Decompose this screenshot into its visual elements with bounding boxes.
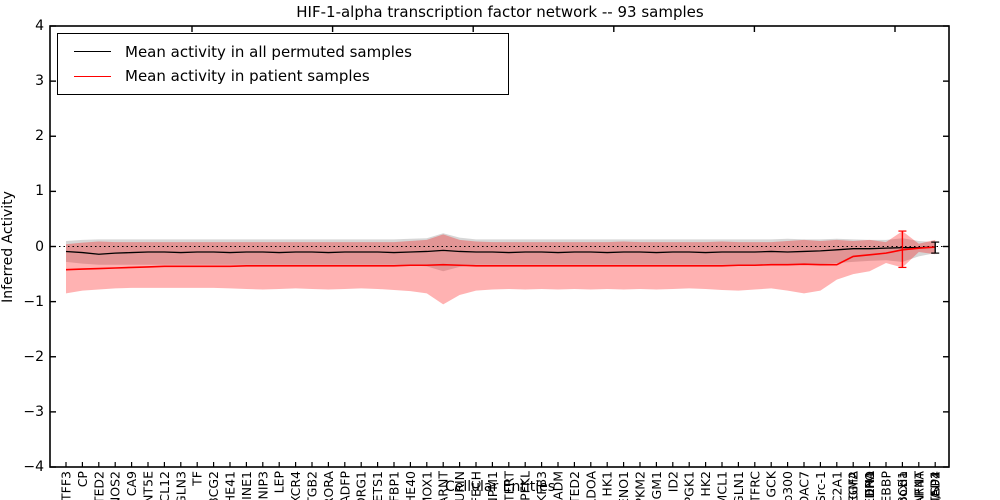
x-tick-label: VEGFA	[846, 471, 861, 500]
x-tick-label: HIF1A/ARNT/Cbp/p300	[780, 471, 795, 500]
permuted-mean-line	[65, 246, 936, 255]
x-tick-label: ITGB2	[305, 471, 320, 500]
x-tick-label: Cbp/p300/CITED2	[91, 471, 106, 500]
patient-band	[66, 231, 936, 305]
x-tick-label: HIF1A/ARNT/Cbp/p300/Src-1	[813, 471, 828, 500]
x-tick-label: ENO1	[616, 471, 631, 500]
y-tick-label: 4	[35, 18, 44, 34]
x-tick-label: CXCL12	[157, 471, 172, 500]
x-tick-label: CP	[75, 471, 90, 488]
x-tick-label: BHLHE41	[223, 471, 238, 500]
x-tick-label: RORA	[321, 471, 336, 500]
x-tick-label: HIF1A/ARNT/SMAD3/SMAD4/SP1	[928, 471, 943, 500]
x-tick-label: BHLHE40	[403, 471, 418, 500]
x-tick-label: TFRC	[747, 471, 762, 500]
x-tick-label: response to hypoxia	[895, 471, 910, 500]
chart-title: HIF-1-alpha transcription factor network…	[296, 3, 704, 21]
confidence-bands	[66, 231, 936, 305]
x-tick-label: ARNT	[911, 471, 926, 500]
y-tick-label: 0	[35, 238, 44, 255]
x-tick-label: ABCB1	[895, 471, 910, 500]
x-tick-label: ADM	[551, 471, 566, 500]
x-tick-label: GCK	[764, 470, 779, 497]
x-tick-label: EPO	[862, 471, 877, 496]
x-tick-label: ALDOA	[583, 471, 598, 500]
x-tick-label: NDRG1	[354, 471, 369, 500]
legend-item-permuted: Mean activity in all permuted samples	[58, 43, 508, 61]
x-tick-label: NPM1	[485, 471, 500, 500]
x-tick-label: NT5E	[141, 471, 156, 500]
x-tick-label: ABCG2	[206, 471, 221, 500]
x-tick-label: ADFP	[337, 471, 352, 500]
legend: Mean activity in all permuted samples Me…	[57, 33, 509, 95]
x-tick-label: FURIN	[452, 471, 467, 500]
legend-label-patient: Mean activity in patient samples	[125, 67, 370, 86]
x-tick-label: IGFBP1	[387, 471, 402, 500]
x-tick-label: LEP	[272, 471, 287, 494]
y-tick-label: 3	[35, 73, 44, 90]
x-tick-label: CXCR4	[288, 471, 303, 500]
x-tick-label: SERPINE1	[239, 471, 254, 500]
x-tick-label: HK1	[600, 471, 615, 497]
x-axis-label: Cellular Entities	[444, 479, 556, 495]
x-tick-label: FECH	[469, 471, 484, 500]
y-tick-label: −4	[23, 459, 44, 475]
errorbar	[898, 230, 907, 269]
x-tick-label: ETS1	[370, 471, 385, 500]
x-tick-label: HIF1A/ARNT	[436, 471, 451, 500]
x-tick-label: PFKL	[518, 471, 533, 500]
x-tick-label: TF	[190, 471, 205, 487]
x-tick-label: LDHA	[862, 471, 877, 500]
patient-line-swatch	[74, 75, 111, 77]
x-tick-label: SMAD3/SMAD4	[928, 471, 943, 500]
y-tick-label: 2	[35, 128, 44, 145]
x-tick-label: TGM2	[846, 471, 861, 500]
x-tick-label: CITED2	[567, 471, 582, 500]
x-tick-label: EGLN3	[173, 471, 188, 500]
x-tick-label: BNIP3	[255, 471, 270, 500]
x-tick-label: TFF3	[59, 471, 74, 500]
x-tick-label: PGM1	[649, 471, 664, 500]
x-tick-label: PFKFB3	[534, 471, 549, 500]
y-tick-label: −2	[23, 348, 44, 365]
x-tick-label: MCL1	[715, 471, 730, 500]
y-ticks	[50, 25, 949, 468]
x-tick-label: TERT	[501, 471, 516, 500]
x-tick-label: EGLN1	[731, 471, 746, 500]
x-tick-label: NOS2	[108, 471, 123, 500]
y-tick-label: −1	[23, 293, 44, 310]
x-tick-label: HMOX1	[419, 471, 434, 500]
x-ticks	[65, 462, 936, 467]
x-tick-label: CREBBP	[879, 471, 894, 500]
x-tick-label: ID2	[665, 471, 680, 492]
permuted-line-swatch	[74, 51, 111, 53]
x-tick-label: EDN1	[862, 471, 877, 500]
y-tick-label: −3	[23, 403, 44, 420]
top-ticks	[191, 26, 896, 32]
x-tick-label: HNF4A	[911, 471, 926, 500]
x-tick-label: PGK1	[682, 471, 697, 500]
x-tick-labels: TFF3CPCbp/p300/CITED2NOS2CA9NT5ECXCL12EG…	[59, 470, 943, 500]
x-tick-label: HK2	[698, 471, 713, 497]
x-tick-label: PKM2	[633, 471, 648, 500]
x-tick-label: SLC2A1	[829, 471, 844, 500]
patient-mean-line	[65, 246, 936, 271]
errorbar	[931, 241, 940, 254]
x-tick-label: HIF1A/ARNT/Cbp/p300/HDAC7	[797, 471, 812, 500]
y-tick-label: 1	[35, 183, 44, 200]
legend-item-patient: Mean activity in patient samples	[58, 67, 508, 85]
x-tick-label: CA9	[124, 471, 139, 496]
x-tick-label: HIF1A/ARNT/Cbp/p300/CITED2	[928, 471, 943, 500]
legend-label-permuted: Mean activity in all permuted samples	[125, 42, 412, 61]
